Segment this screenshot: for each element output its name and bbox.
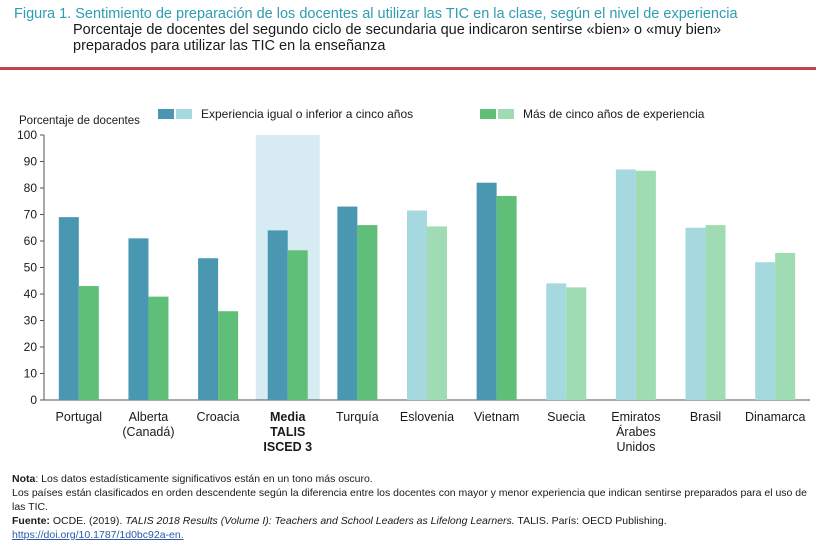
y-tick-label: 80 <box>24 181 38 195</box>
y-axis-title: Porcentaje de docentes <box>19 115 140 127</box>
x-tick-label: Media <box>270 410 306 424</box>
bar-experienced <box>287 250 308 400</box>
x-tick-label: Emiratos <box>611 410 660 424</box>
x-tick-label: ISCED 3 <box>263 440 312 454</box>
bar-novice <box>476 182 497 400</box>
bar-experienced <box>427 226 447 400</box>
legend-label: Experiencia igual o inferior a cinco año… <box>201 107 413 121</box>
bar-novice <box>546 283 567 400</box>
x-tick-label: Dinamarca <box>745 410 805 424</box>
note-line: Nota: Los datos estadísticamente signifi… <box>12 472 812 486</box>
source-label: Fuente: <box>12 515 50 527</box>
x-tick-label: (Canadá) <box>122 425 174 439</box>
source-text-before: OCDE. (2019). <box>49 515 126 527</box>
y-tick-label: 0 <box>30 393 37 407</box>
legend-swatch-light <box>498 109 514 119</box>
x-tick-label: Eslovenia <box>400 410 454 424</box>
bar-novice <box>685 227 706 400</box>
source-line: Fuente: OCDE. (2019). TALIS 2018 Results… <box>12 514 812 528</box>
source-title: TALIS 2018 Results (Volume I): Teachers … <box>125 515 515 527</box>
x-tick-label: Portugal <box>56 410 103 424</box>
bar-experienced <box>357 225 378 400</box>
bar-experienced <box>635 170 656 400</box>
legend-swatch-light <box>176 109 192 119</box>
figure-subtitle: Porcentaje de docentes del segundo ciclo… <box>73 22 722 54</box>
bar-experienced <box>218 311 239 400</box>
bar-novice <box>755 262 776 400</box>
x-tick-label: Alberta <box>129 410 169 424</box>
legend-label: Más de cinco años de experiencia <box>523 107 705 121</box>
bar-novice <box>58 217 79 400</box>
y-tick-label: 60 <box>24 234 38 248</box>
x-tick-label: Brasil <box>690 410 721 424</box>
figure-header: Figura 1. Sentimiento de preparación de … <box>14 6 810 54</box>
bar-novice <box>267 230 288 400</box>
x-tick-label: Croacia <box>197 410 240 424</box>
doi-line: https://doi.org/10.1787/1d0bc92a-en. <box>12 528 812 542</box>
note-label: Nota <box>12 473 36 485</box>
bar-novice <box>615 169 636 400</box>
y-tick-label: 70 <box>24 208 38 222</box>
bar-experienced <box>78 286 99 400</box>
x-tick-label: Suecia <box>547 410 585 424</box>
note-text: : Los datos estadísticamente significati… <box>35 473 373 485</box>
y-tick-label: 100 <box>17 128 37 142</box>
x-tick-label: Árabes <box>616 424 656 439</box>
y-tick-label: 50 <box>24 261 38 275</box>
bar-novice <box>337 206 358 400</box>
bar-experienced <box>705 225 726 400</box>
chart-container: 0 10 20 30 40 50 60 70 80 90 100 Porcentaje de doce… <box>0 100 816 465</box>
order-note: Los países están clasificados en orden d… <box>12 487 807 513</box>
y-tick-label: 20 <box>24 340 38 354</box>
y-tick-label: 10 <box>24 367 38 381</box>
bar-experienced <box>775 252 796 400</box>
legend-swatch-dark <box>158 109 174 119</box>
figure-title: Figura 1. Sentimiento de preparación de … <box>14 6 738 22</box>
legend-swatch-dark <box>480 109 496 119</box>
bar-experienced <box>566 287 587 400</box>
bar-novice <box>128 238 149 400</box>
y-tick-label: 90 <box>24 155 38 169</box>
y-tick-label: 40 <box>24 287 38 301</box>
x-tick-label: TALIS <box>270 425 305 439</box>
chart-notes: Nota: Los datos estadísticamente signifi… <box>12 472 812 542</box>
y-tick-label: 30 <box>24 314 38 328</box>
bar-novice <box>198 258 219 400</box>
bar-experienced <box>148 296 169 400</box>
bar-experienced <box>496 195 517 400</box>
x-tick-label: Unidos <box>616 440 655 454</box>
doi-link[interactable]: https://doi.org/10.1787/1d0bc92a-en. <box>12 529 184 541</box>
x-tick-label: Vietnam <box>474 410 520 424</box>
x-tick-label: Turquía <box>336 410 379 424</box>
title-divider <box>0 67 816 70</box>
bar-novice <box>407 210 427 400</box>
source-text-after: TALIS. París: OECD Publishing. <box>514 515 667 527</box>
